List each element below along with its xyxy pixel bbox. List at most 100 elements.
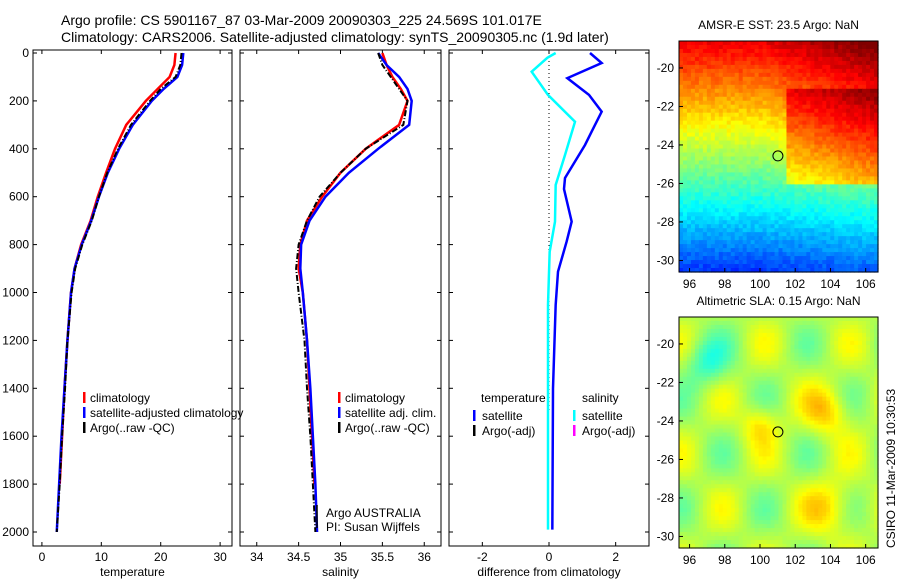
map-cell [818,392,823,398]
map-cell [802,224,807,229]
map-cell [742,256,748,261]
map-cell [738,244,744,249]
map-frame [678,40,879,273]
map-cell [846,140,851,146]
map-cell [742,124,748,130]
map-cell [758,80,764,86]
map-cell [718,336,724,342]
map-cell [798,412,803,418]
map-cell [766,92,772,98]
map-cell [766,44,772,50]
map-cell [818,428,823,434]
map-cell [686,352,692,358]
map-cell [810,408,815,414]
map-cell [702,60,708,66]
map-cell [686,216,692,221]
map-cell [690,172,696,178]
map-cell [754,112,760,118]
map-cell [682,208,688,213]
map-cell [722,92,728,98]
map-cell [838,324,843,330]
map-cell [854,180,859,185]
map-cell [798,108,803,114]
map-cell [774,88,780,94]
map-cell [726,64,732,70]
map-cell [690,436,696,442]
map-cell [802,164,807,170]
map-cell [798,408,803,414]
map-cell [758,360,764,366]
map-cell [846,160,851,166]
map-cell [766,432,772,438]
map-cell [866,400,871,406]
map-cell [690,116,696,122]
map-cell [842,368,847,374]
map-cell [706,96,712,102]
map-cell [766,320,772,326]
x-axis-label: temperature [100,565,165,579]
map-cell [834,320,839,326]
map-cell [722,412,728,418]
map-cell [854,148,859,154]
map-cell [870,184,875,189]
map-cell [718,41,724,46]
map-cell [746,376,752,382]
map-cell [854,108,859,114]
map-cell [874,320,879,326]
map-cell [686,72,692,78]
map-cell [862,112,867,118]
map-cell [718,352,724,358]
map-cell [778,136,784,142]
map-cell [742,228,748,233]
map-cell [854,348,859,354]
map-cell [682,164,688,170]
map-cell [806,140,811,146]
map-cell [862,60,867,66]
map-cell [714,200,720,205]
map-cell [706,104,712,110]
map-cell [874,456,879,461]
map-cell [754,224,760,229]
map-cell [798,48,803,54]
map-cell [722,212,728,217]
map-cell [762,380,768,386]
map-cell [706,356,712,362]
map-cell [702,112,708,118]
map-cell [722,156,728,162]
map-cell [790,48,796,54]
map-cell [826,252,831,257]
map-cell [734,460,740,465]
map-cell [762,208,768,213]
map-cell [722,216,728,221]
map-cell [778,228,784,233]
map-cell [846,240,851,245]
map-cell [694,424,700,430]
map-cell [870,376,875,382]
map-cell [790,72,796,78]
map-cell [746,136,752,142]
map-cell [870,152,875,158]
map-cell [870,140,875,146]
map-cell [758,104,764,110]
map-cell [834,344,839,350]
x-tick-label: 34 [250,550,264,564]
map-cell [730,136,736,142]
map-cell [734,412,740,418]
map-cell [862,236,867,241]
map-cell [686,404,692,410]
map-cell [862,368,867,374]
map-cell [858,192,863,197]
map-cell [690,208,696,213]
map-cell [798,76,803,82]
map-cell [794,84,799,90]
map-cell [810,332,815,338]
map-cell [754,140,760,146]
map-cell [810,317,815,322]
map-cell [794,116,799,122]
map-cell [810,56,815,62]
map-cell [694,396,700,402]
map-cell [714,460,720,465]
map-cell [758,388,764,394]
map-cell [794,192,799,197]
